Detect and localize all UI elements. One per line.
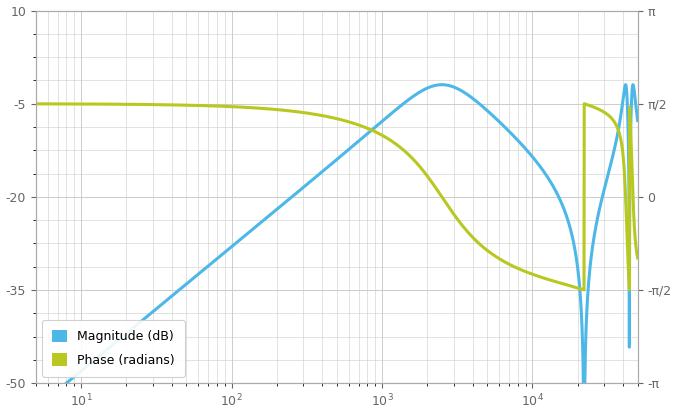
Magnitude (dB) [557, 200, 565, 205]
Line: Magnitude (dB): Magnitude (dB) [36, 85, 638, 415]
Magnitude (dB) [622, 84, 630, 89]
Phase (radians) [263, 106, 271, 111]
Magnitude (dB) [263, 215, 271, 220]
Phase (radians) [634, 255, 642, 260]
Magnitude (dB) [32, 406, 40, 411]
Line: Phase (radians): Phase (radians) [36, 104, 638, 290]
Phase (radians) [580, 101, 588, 106]
Phase (radians) [288, 109, 297, 114]
Magnitude (dB) [288, 194, 297, 199]
Magnitude (dB) [438, 82, 446, 87]
Phase (radians) [580, 288, 588, 293]
Magnitude (dB) [136, 320, 144, 325]
Phase (radians) [622, 210, 630, 215]
Phase (radians) [557, 281, 565, 286]
Legend: Magnitude (dB), Phase (radians): Magnitude (dB), Phase (radians) [42, 320, 185, 377]
Phase (radians) [100, 102, 108, 107]
Magnitude (dB) [100, 349, 108, 354]
Phase (radians) [136, 102, 144, 107]
Magnitude (dB) [634, 118, 642, 123]
Phase (radians) [32, 101, 40, 106]
